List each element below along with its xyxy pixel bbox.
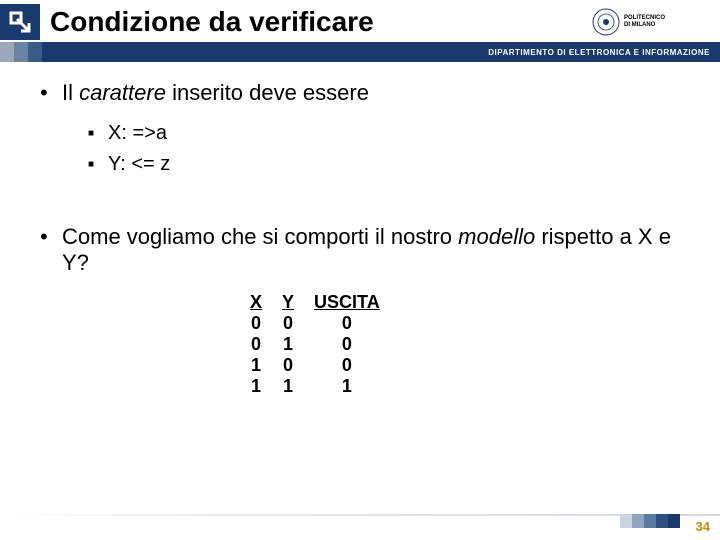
cell: 0 xyxy=(304,334,390,355)
b1-em: carattere xyxy=(79,80,166,105)
logo-line2: DI MILANO xyxy=(624,22,655,28)
cell: 0 xyxy=(240,334,272,355)
cell: 0 xyxy=(272,313,304,334)
header-row: Condizione da verificare POLITECNICO DI … xyxy=(0,0,720,42)
truth-table: X Y USCITA 0 0 0 0 1 0 1 0 0 xyxy=(240,292,680,397)
cell: 1 xyxy=(272,376,304,397)
polimi-logo: POLITECNICO DI MILANO xyxy=(592,8,720,36)
department-label: DIPARTIMENTO DI ELETTRONICA E INFORMAZIO… xyxy=(488,48,720,57)
table-row: 0 1 0 xyxy=(240,334,390,355)
content: Il carattere inserito deve essere X: =>a… xyxy=(40,80,680,397)
blue-stripe: DIPARTIMENTO DI ELETTRONICA E INFORMAZIO… xyxy=(0,42,720,62)
cell: 1 xyxy=(240,376,272,397)
footer-line xyxy=(0,514,720,516)
cell: 0 xyxy=(304,313,390,334)
th-uscita: USCITA xyxy=(304,292,390,313)
cell: 1 xyxy=(304,376,390,397)
b1-post: inserito deve essere xyxy=(166,80,369,105)
logo-line1: POLITECNICO xyxy=(624,15,665,21)
th-x: X xyxy=(240,292,272,313)
b1-pre: Il xyxy=(62,80,79,105)
b2-em: modello xyxy=(458,224,535,249)
page-number: 34 xyxy=(696,519,710,534)
cell: 0 xyxy=(304,355,390,376)
th-y: Y xyxy=(272,292,304,313)
table-row: 0 0 0 xyxy=(240,313,390,334)
cell: 0 xyxy=(272,355,304,376)
slide-title: Condizione da verificare xyxy=(50,6,592,38)
table-row: 1 0 0 xyxy=(240,355,390,376)
cell: 0 xyxy=(240,313,272,334)
bullet-2: Come vogliamo che si comporti il nostro … xyxy=(40,224,680,276)
logo-text: POLITECNICO DI MILANO xyxy=(624,15,665,28)
table-row: 1 1 1 xyxy=(240,376,390,397)
sub-2: Y: <= z xyxy=(88,153,680,176)
stripe-bars-left xyxy=(0,42,42,62)
bullet-1: Il carattere inserito deve essere xyxy=(40,80,680,106)
cell: 1 xyxy=(240,355,272,376)
cell: 1 xyxy=(272,334,304,355)
arrow-icon xyxy=(0,4,40,40)
b2-pre: Come vogliamo che si comporti il nostro xyxy=(62,224,458,249)
footer-bars xyxy=(620,514,680,528)
sub-1: X: =>a xyxy=(88,122,680,145)
slide: Condizione da verificare POLITECNICO DI … xyxy=(0,0,720,540)
